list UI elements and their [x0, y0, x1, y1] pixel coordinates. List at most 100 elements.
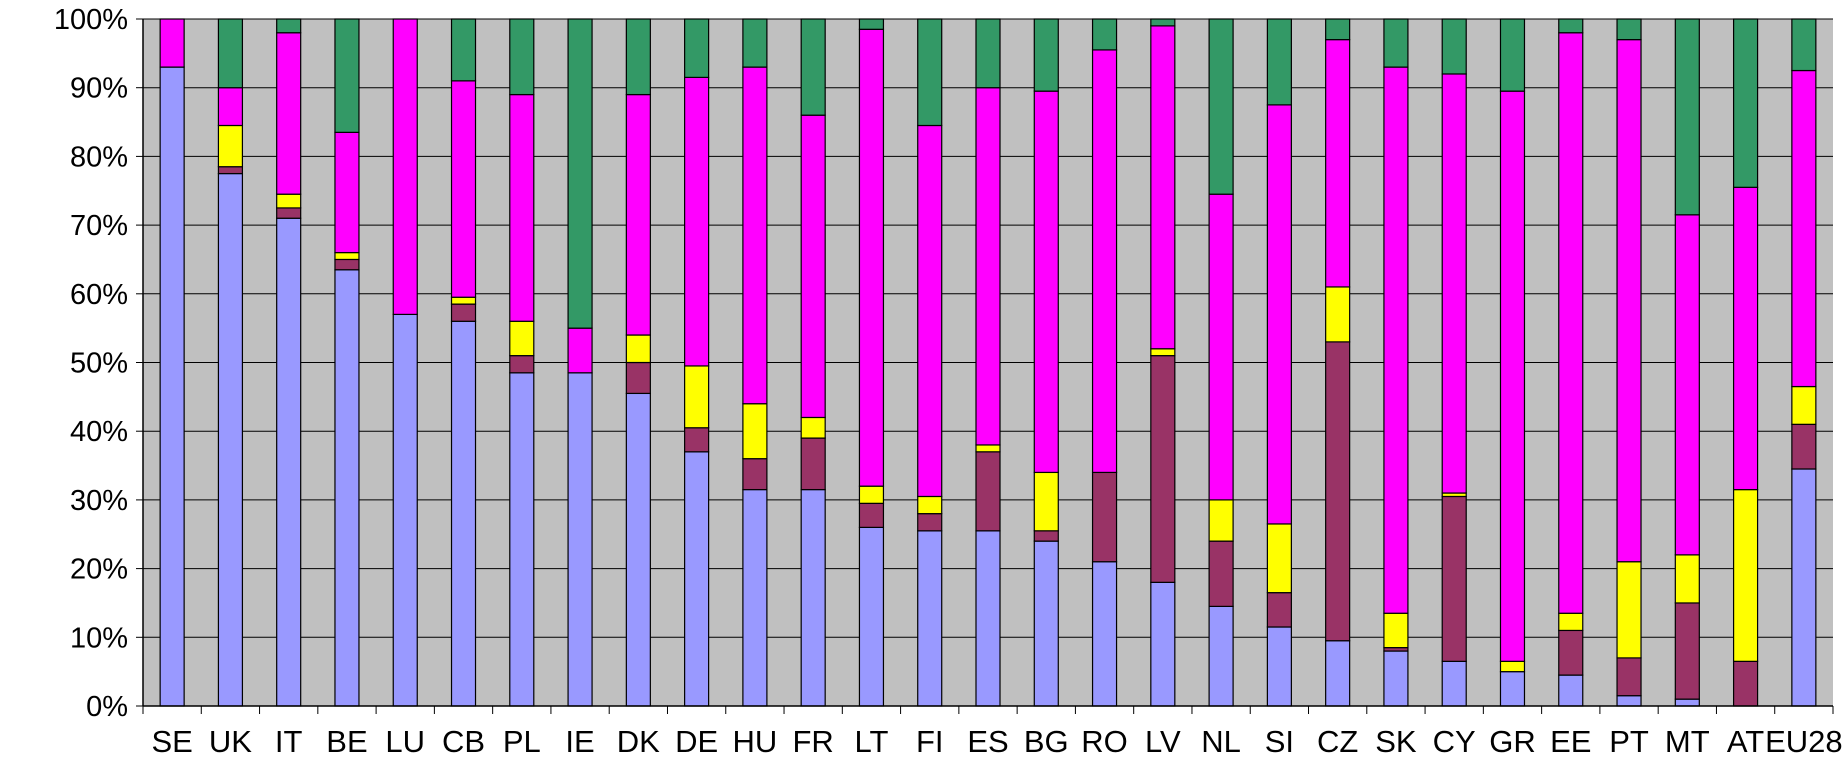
- bar-segment: [1033, 90, 1059, 474]
- bar-segment: [1674, 18, 1700, 216]
- bar-segment: [1499, 660, 1526, 673]
- bar-segment: [1674, 698, 1700, 707]
- bar-segment: [1499, 18, 1526, 92]
- bar-segment: [1558, 629, 1584, 676]
- bar-segment: [450, 296, 477, 305]
- bar-segment: [625, 334, 651, 364]
- bar-segment: [159, 18, 185, 68]
- bar-segment: [1732, 488, 1759, 662]
- x-tick-label: CY: [1433, 724, 1476, 759]
- bar-stack-at: [1732, 18, 1759, 707]
- y-tick-label: 60%: [70, 279, 128, 311]
- bar-segment: [1791, 423, 1817, 470]
- bar-segment: [1091, 561, 1118, 707]
- bar-segment: [1441, 73, 1467, 494]
- y-tick-label: 100%: [54, 4, 128, 36]
- bar-segment: [1325, 18, 1351, 41]
- bar-segment: [1558, 612, 1584, 632]
- bar-stack-it: [276, 18, 302, 707]
- bar-segment: [1674, 602, 1700, 700]
- bar-segment: [276, 18, 302, 34]
- bar-segment: [1208, 605, 1234, 707]
- x-tick-label: LV: [1145, 724, 1181, 759]
- x-tick-label: IE: [565, 724, 594, 759]
- x-tick-label: GR: [1489, 724, 1536, 759]
- bar-segment: [858, 28, 885, 487]
- bar-segment: [217, 166, 244, 175]
- bar-segment: [975, 87, 1001, 446]
- bar-segment: [1791, 18, 1817, 72]
- bar-stack-lu: [392, 18, 418, 707]
- bar-segment: [917, 18, 943, 127]
- bar-segment: [1558, 32, 1584, 614]
- bar-segment: [1091, 471, 1118, 563]
- bar-segment: [1616, 18, 1642, 41]
- x-tick-label: AT: [1727, 724, 1764, 759]
- x-tick-label: LT: [855, 724, 889, 759]
- x-tick-label: EE: [1550, 724, 1591, 759]
- bar-segment: [450, 303, 477, 322]
- bar-segment: [1266, 104, 1292, 525]
- y-tick-label: 80%: [70, 141, 128, 173]
- bar-stack-hu: [742, 18, 768, 707]
- bar-segment: [1325, 286, 1351, 343]
- bar-stack-pt: [1616, 18, 1642, 707]
- bar-segment: [800, 114, 826, 419]
- bar-segment: [1616, 561, 1642, 659]
- bar-segment: [684, 427, 710, 453]
- bar-segment: [1558, 18, 1584, 34]
- bar-segment: [1616, 657, 1642, 697]
- bar-stack-de: [684, 18, 710, 707]
- bar-segment: [1499, 90, 1526, 662]
- bar-segment: [450, 80, 477, 298]
- bar-segment: [1033, 540, 1059, 707]
- bar-segment: [567, 327, 593, 374]
- bar-segment: [450, 320, 477, 707]
- bar-segment: [625, 361, 651, 395]
- bar-segment: [217, 172, 244, 707]
- bar-segment: [1325, 341, 1351, 642]
- bar-segment: [1033, 471, 1059, 532]
- x-tick-label: CB: [442, 724, 485, 759]
- bar-segment: [276, 207, 302, 219]
- bar-segment: [1150, 18, 1176, 27]
- x-tick-label: EU28: [1765, 724, 1843, 759]
- bar-segment: [1033, 530, 1059, 542]
- bar-segment: [975, 18, 1001, 89]
- bars: [159, 18, 1817, 707]
- x-tick-label: NL: [1201, 724, 1241, 759]
- y-tick-label: 50%: [70, 348, 128, 380]
- bar-segment: [917, 513, 943, 532]
- bar-stack-nl: [1208, 18, 1234, 707]
- bar-segment: [975, 444, 1001, 453]
- y-tick-label: 0%: [86, 691, 128, 723]
- bar-segment: [567, 18, 593, 329]
- x-tick-label: DE: [675, 724, 718, 759]
- bar-segment: [392, 18, 418, 316]
- y-tick-label: 70%: [70, 210, 128, 242]
- bar-segment: [1208, 193, 1234, 501]
- bar-stack-ro: [1091, 18, 1118, 707]
- bar-segment: [1616, 39, 1642, 563]
- bar-segment: [1383, 66, 1409, 614]
- bar-segment: [917, 495, 943, 515]
- bar-segment: [858, 502, 885, 528]
- x-tick-label: ES: [967, 724, 1008, 759]
- bar-stack-ie: [567, 18, 593, 707]
- bar-segment: [1325, 640, 1351, 707]
- bar-segment: [1732, 660, 1759, 707]
- bar-segment: [800, 416, 826, 439]
- y-tick-label: 20%: [70, 554, 128, 586]
- bar-stack-cy: [1441, 18, 1467, 707]
- x-tick-label: RO: [1081, 724, 1128, 759]
- x-tick-label: PT: [1609, 724, 1649, 759]
- bar-segment: [1558, 674, 1584, 707]
- bar-stack-gr: [1499, 18, 1526, 707]
- bar-segment: [1091, 49, 1118, 474]
- y-tick-label: 40%: [70, 416, 128, 448]
- bar-segment: [1150, 25, 1176, 350]
- bar-segment: [1441, 495, 1467, 662]
- bar-segment: [1441, 660, 1467, 707]
- bar-segment: [1674, 554, 1700, 604]
